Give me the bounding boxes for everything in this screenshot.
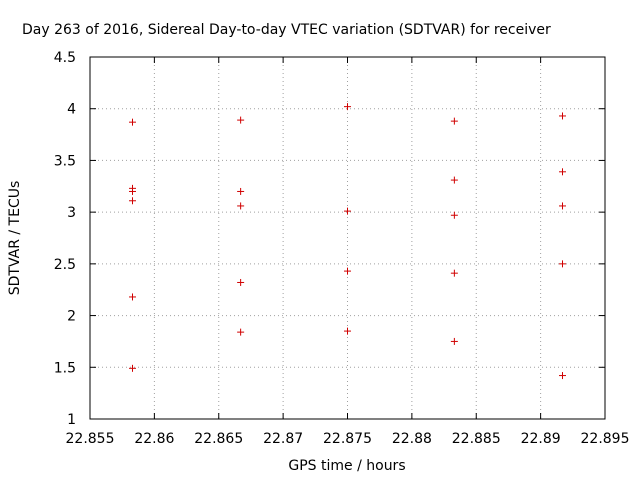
plot-frame	[89, 56, 606, 420]
x-tick-label: 22.89	[521, 431, 561, 447]
y-axis-label: SDTVAR / TECUs	[7, 181, 23, 296]
y-tick-label: 1.5	[54, 360, 76, 376]
data-point	[559, 112, 567, 120]
data-point	[450, 176, 458, 184]
data-point	[237, 328, 245, 336]
data-point	[344, 327, 351, 335]
data-point	[237, 202, 245, 210]
data-point	[559, 168, 567, 176]
y-tick-label: 4.5	[54, 50, 76, 66]
x-tick-label: 22.885	[452, 431, 501, 447]
x-tick-label: 22.875	[323, 431, 372, 447]
data-point	[128, 293, 136, 301]
data-point	[344, 103, 351, 111]
data-point	[128, 197, 136, 205]
data-point	[128, 187, 136, 195]
data-point	[450, 117, 458, 125]
x-tick-label: 22.86	[134, 431, 174, 447]
data-point	[237, 278, 245, 286]
x-tick-labels: 22.855 22.86 22.865 22.87 22.875 22.88 22.885 2…	[66, 431, 630, 447]
y-tick-label: 3.5	[54, 153, 76, 169]
x-tick-label: 22.88	[392, 431, 432, 447]
x-axis-label: GPS time / hours	[288, 458, 405, 474]
x-tick-label: 22.855	[66, 431, 115, 447]
data-points	[128, 103, 567, 380]
data-point	[450, 211, 458, 219]
data-point	[450, 337, 458, 345]
data-point	[559, 372, 567, 380]
data-point	[344, 207, 351, 215]
data-point	[559, 202, 567, 210]
y-tick-labels: 1 1.5 2 2.5 3 3.5 4 4.5	[54, 50, 76, 428]
x-tick-label: 22.865	[194, 431, 243, 447]
y-tick-label: 1	[67, 412, 76, 428]
data-point	[559, 260, 567, 268]
data-point	[237, 116, 245, 124]
x-tick-label: 22.895	[581, 431, 630, 447]
data-point	[344, 267, 351, 275]
y-tick-label: 4	[67, 102, 76, 118]
chart-title: Day 263 of 2016, Sidereal Day-to-day VTE…	[22, 22, 551, 38]
data-point	[450, 269, 458, 277]
y-tick-label: 2.5	[54, 257, 76, 273]
data-point	[128, 364, 136, 372]
y-tick-label: 2	[67, 309, 76, 325]
grid-lines	[90, 57, 605, 419]
data-point	[237, 187, 245, 195]
data-point	[128, 118, 136, 126]
y-tick-label: 3	[67, 205, 76, 221]
x-tick-label: 22.87	[263, 431, 303, 447]
